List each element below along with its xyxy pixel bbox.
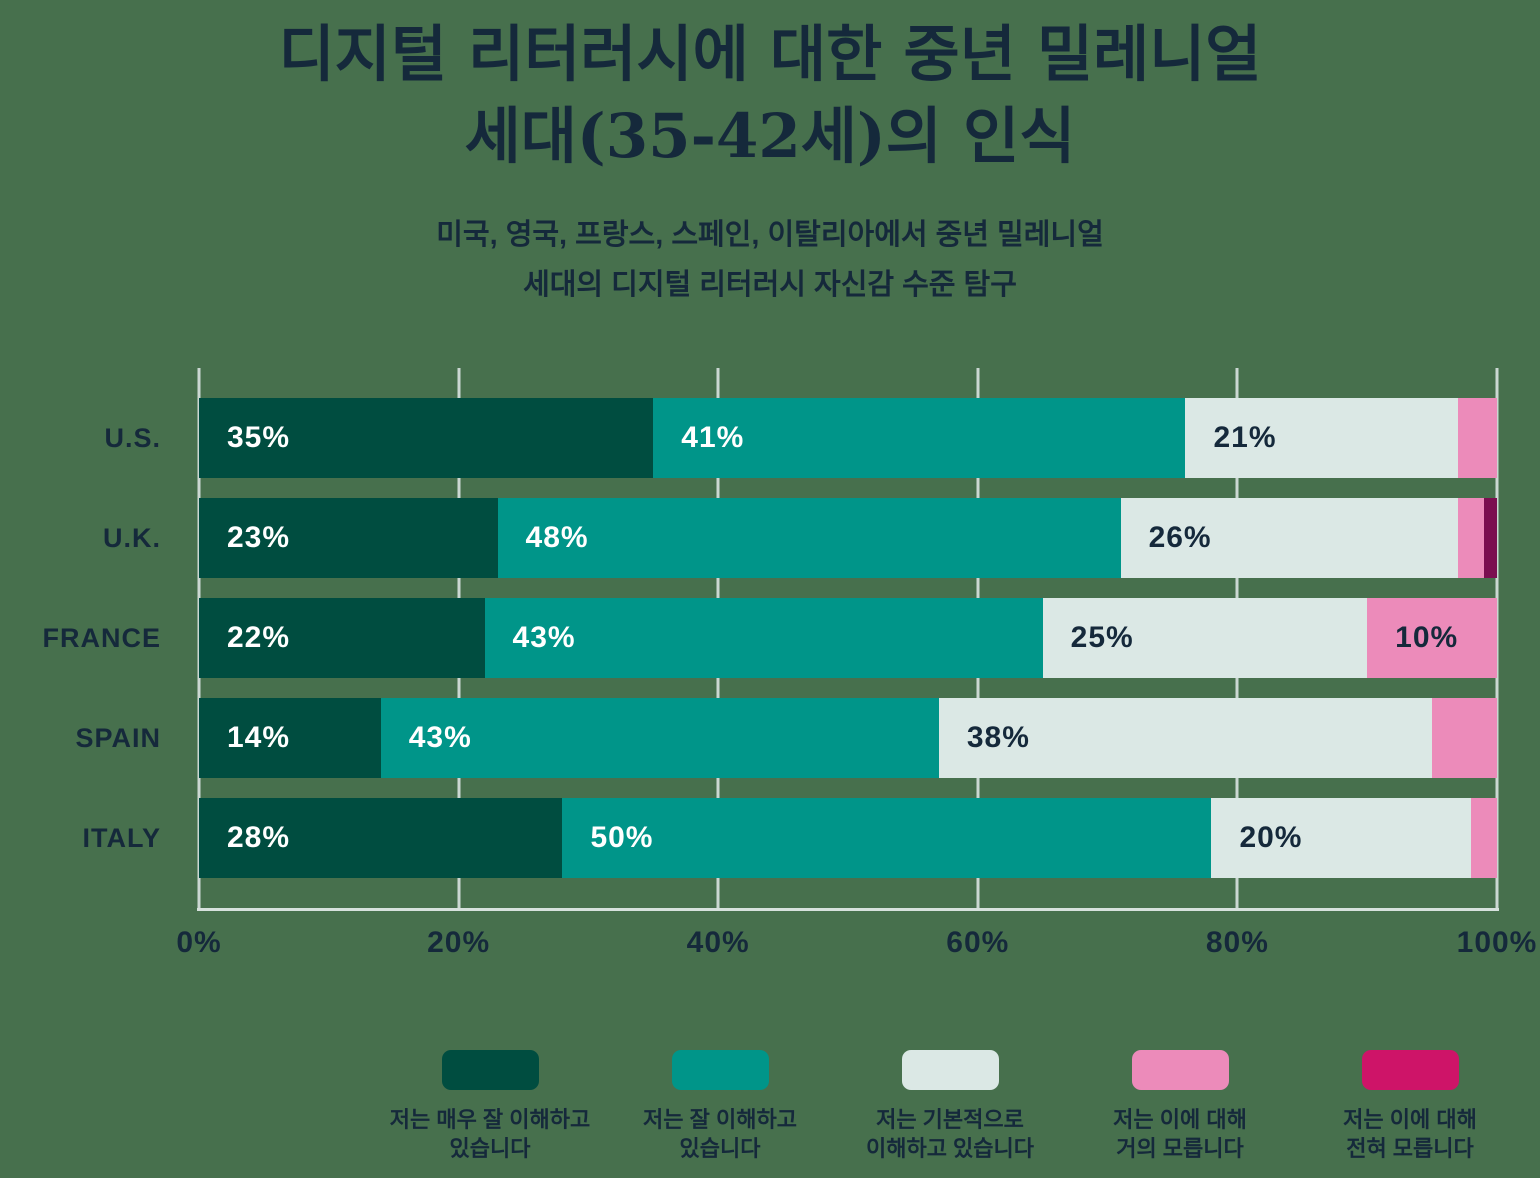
bar-segment: 26% [1120,498,1459,578]
legend-label: 저는 이에 대해 전혀 모릅니다 [1343,1107,1477,1161]
legend-item: 저는 기본적으로 이해하고 있습니다 [835,1050,1065,1163]
chart-subtitle-line1: 미국, 영국, 프랑스, 스페인, 이탈리아에서 중년 밀레니얼 [436,219,1104,251]
bar-segment [1458,498,1484,578]
category-label: SPAIN [75,723,161,753]
bar-value-label: 14% [227,721,291,754]
x-tick-label: 40% [686,926,750,959]
category-label: FRANCE [42,623,161,653]
legend-swatch [1131,1050,1229,1090]
bar-value-label: 22% [227,621,291,654]
bar-segment: 23% [199,498,498,578]
legend-label: 저는 이에 대해 거의 모릅니다 [1113,1107,1247,1161]
bar-segment: 43% [380,698,939,778]
bar-segment [1483,498,1497,578]
chart-title: 디지털 리터러시에 대한 중년 밀레니얼 세대(35-42세)의 인식 [0,14,1540,178]
bar-value-label: 41% [681,421,745,454]
bar-segment: 14% [199,698,381,778]
legend-item: 저는 이에 대해 전혀 모릅니다 [1295,1050,1525,1163]
bar-segment: 35% [199,398,654,478]
x-tick-label: 20% [427,926,491,959]
bar-value-label: 26% [1148,521,1212,554]
bar-value-label: 23% [227,521,291,554]
chart-subtitle-line2: 세대의 디지털 리터러시 자신감 수준 탐구 [523,269,1017,301]
chart-title-line1: 디지털 리터러시에 대한 중년 밀레니얼 [278,19,1262,90]
bar-segment: 41% [653,398,1186,478]
legend-label: 저는 잘 이해하고 있습니다 [643,1107,797,1161]
chart-subtitle: 미국, 영국, 프랑스, 스페인, 이탈리아에서 중년 밀레니얼 세대의 디지털… [0,210,1540,310]
legend-item: 저는 잘 이해하고 있습니다 [605,1050,835,1163]
legend-swatch [671,1050,769,1090]
bar-value-label: 21% [1213,421,1277,454]
bar-segment: 21% [1185,398,1459,478]
legend-label: 저는 매우 잘 이해하고 있습니다 [389,1107,591,1161]
bar-segment: 48% [497,498,1121,578]
legend-item: 저는 이에 대해 거의 모릅니다 [1065,1050,1295,1163]
x-tick-label: 100% [1456,926,1538,959]
legend-swatch [441,1050,539,1090]
category-label: U.S. [104,423,161,453]
x-tick-label: 80% [1205,926,1269,959]
bar-value-label: 28% [227,821,291,854]
bar-value-label: 20% [1239,821,1303,854]
bar-segment [1458,398,1497,478]
bar-segment: 50% [562,798,1212,878]
plot-area: 0% 20% 40% 60% 80% 100% U.S. 35% 41% 21% U.K. 23% 48… [43,368,1536,959]
bar-row: FRANCE 22% 43% 25% 10% [43,598,1497,678]
bar-segment [1432,698,1497,778]
x-axis-baseline [197,908,1499,911]
gridline [1495,368,1499,908]
bar-row: U.K. 23% 48% 26% [103,498,1497,578]
bar-segment: 28% [199,798,563,878]
bar-segment: 20% [1211,798,1472,878]
category-label: ITALY [82,823,161,853]
bar-row: U.S. 35% 41% 21% [104,398,1497,478]
legend-item: 저는 매우 잘 이해하고 있습니다 [375,1050,605,1163]
bar-value-label: 38% [966,721,1030,754]
bar-segment: 38% [938,698,1433,778]
bar-segment: 43% [484,598,1043,678]
bar-value-label: 10% [1395,621,1459,654]
legend: 저는 매우 잘 이해하고 있습니다 저는 잘 이해하고 있습니다 저는 기본적으로 … [375,1050,1525,1163]
bar-row: ITALY 28% 50% 20% [82,798,1497,878]
bar-segment [1471,798,1497,878]
bar-value-label: 48% [525,521,589,554]
bar-value-label: 50% [590,821,654,854]
bar-value-label: 43% [512,621,576,654]
legend-swatch [901,1050,999,1090]
bar-value-label: 25% [1070,621,1134,654]
bar-segment: 10% [1367,598,1497,678]
legend-label: 저는 기본적으로 이해하고 있습니다 [865,1107,1035,1161]
category-label: U.K. [103,523,161,553]
bar-value-label: 43% [408,721,472,754]
bar-segment: 25% [1042,598,1368,678]
bar-segment: 22% [199,598,485,678]
bar-row: SPAIN 14% 43% 38% [75,698,1497,778]
x-tick-label: 60% [946,926,1010,959]
x-tick-label: 0% [176,926,222,959]
chart-title-line2: 세대(35-42세)의 인식 [464,101,1076,172]
bar-value-label: 35% [227,421,291,454]
legend-swatch [1361,1050,1459,1090]
